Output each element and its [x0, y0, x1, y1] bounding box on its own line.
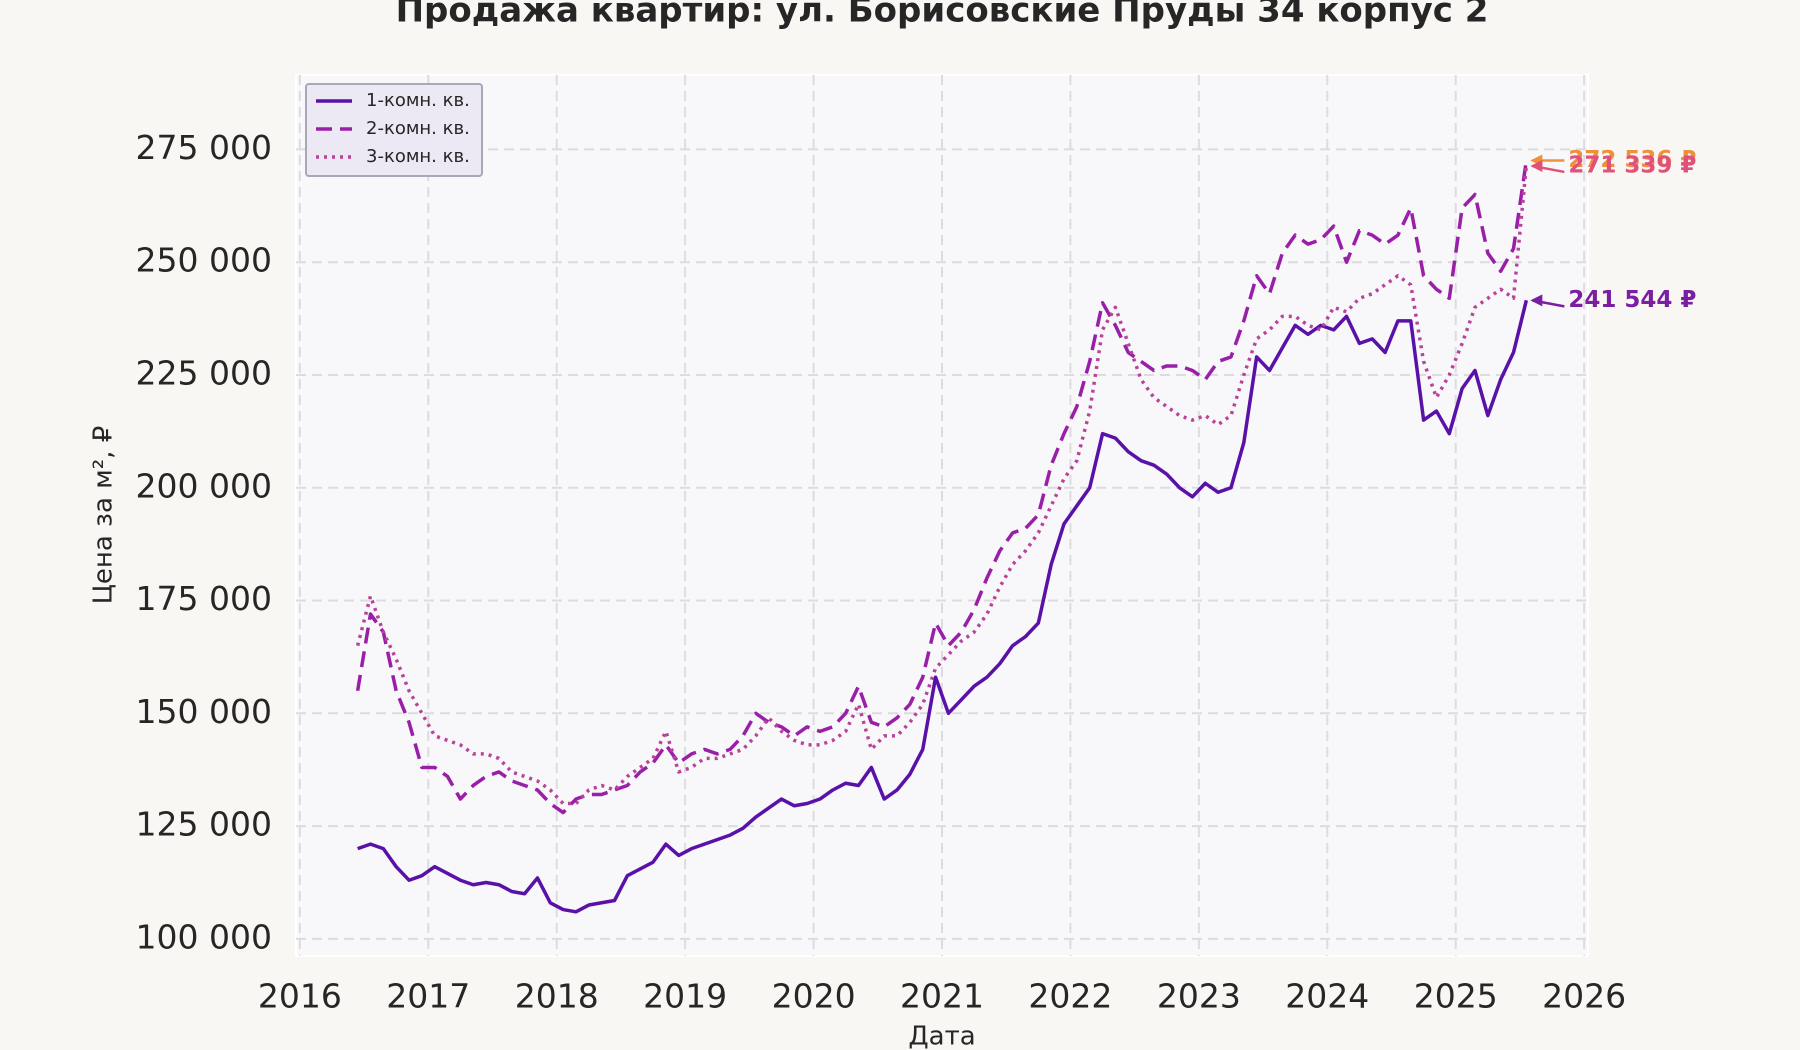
x-tick-label: 2020	[772, 977, 856, 1016]
legend-label: 3-комн. кв.	[366, 146, 470, 167]
annotation-label: 271 339 ₽	[1568, 152, 1696, 178]
y-tick-label: 200 000	[136, 466, 272, 505]
x-tick-label: 2021	[900, 977, 984, 1016]
x-tick-label: 2024	[1285, 977, 1369, 1016]
y-tick-label: 150 000	[136, 692, 272, 731]
series-line	[355, 160, 1529, 815]
annotation-arrowhead	[1530, 159, 1543, 172]
annotation-label: 272 536 ₽	[1568, 147, 1696, 173]
y-tick-label: 250 000	[136, 241, 272, 280]
x-tick-label: 2016	[258, 977, 342, 1016]
legend: 1-комн. кв. 2-комн. кв. 3-комн. кв.	[305, 83, 483, 177]
y-axis-label: Цена за м², ₽	[89, 426, 119, 605]
x-tick-label: 2018	[515, 977, 599, 1016]
legend-box	[305, 83, 483, 177]
series-line	[355, 165, 1529, 806]
x-tick-label: 2026	[1542, 977, 1626, 1016]
y-tick-label: 100 000	[136, 917, 272, 956]
annotation-label: 241 544 ₽	[1568, 287, 1696, 313]
y-tick-label: 125 000	[136, 805, 272, 844]
x-tick-label: 2019	[643, 977, 727, 1016]
y-tick-label: 175 000	[136, 579, 272, 618]
series-line	[357, 299, 1529, 914]
x-tick-label: 2023	[1157, 977, 1241, 1016]
y-tick-label: 275 000	[136, 128, 272, 167]
x-tick-label: 2022	[1028, 977, 1112, 1016]
legend-label: 2-комн. кв.	[366, 118, 470, 139]
x-tick-label: 2025	[1414, 977, 1498, 1016]
y-tick-label: 225 000	[136, 353, 272, 392]
chart-title: Продажа квартир: ул. Борисовские Пруды 3…	[396, 0, 1489, 31]
annotation-arrowhead	[1530, 294, 1543, 307]
legend-label: 1-комн. кв.	[366, 90, 470, 111]
x-axis-label: Дата	[908, 1022, 975, 1050]
x-tick-label: 2017	[386, 977, 470, 1016]
